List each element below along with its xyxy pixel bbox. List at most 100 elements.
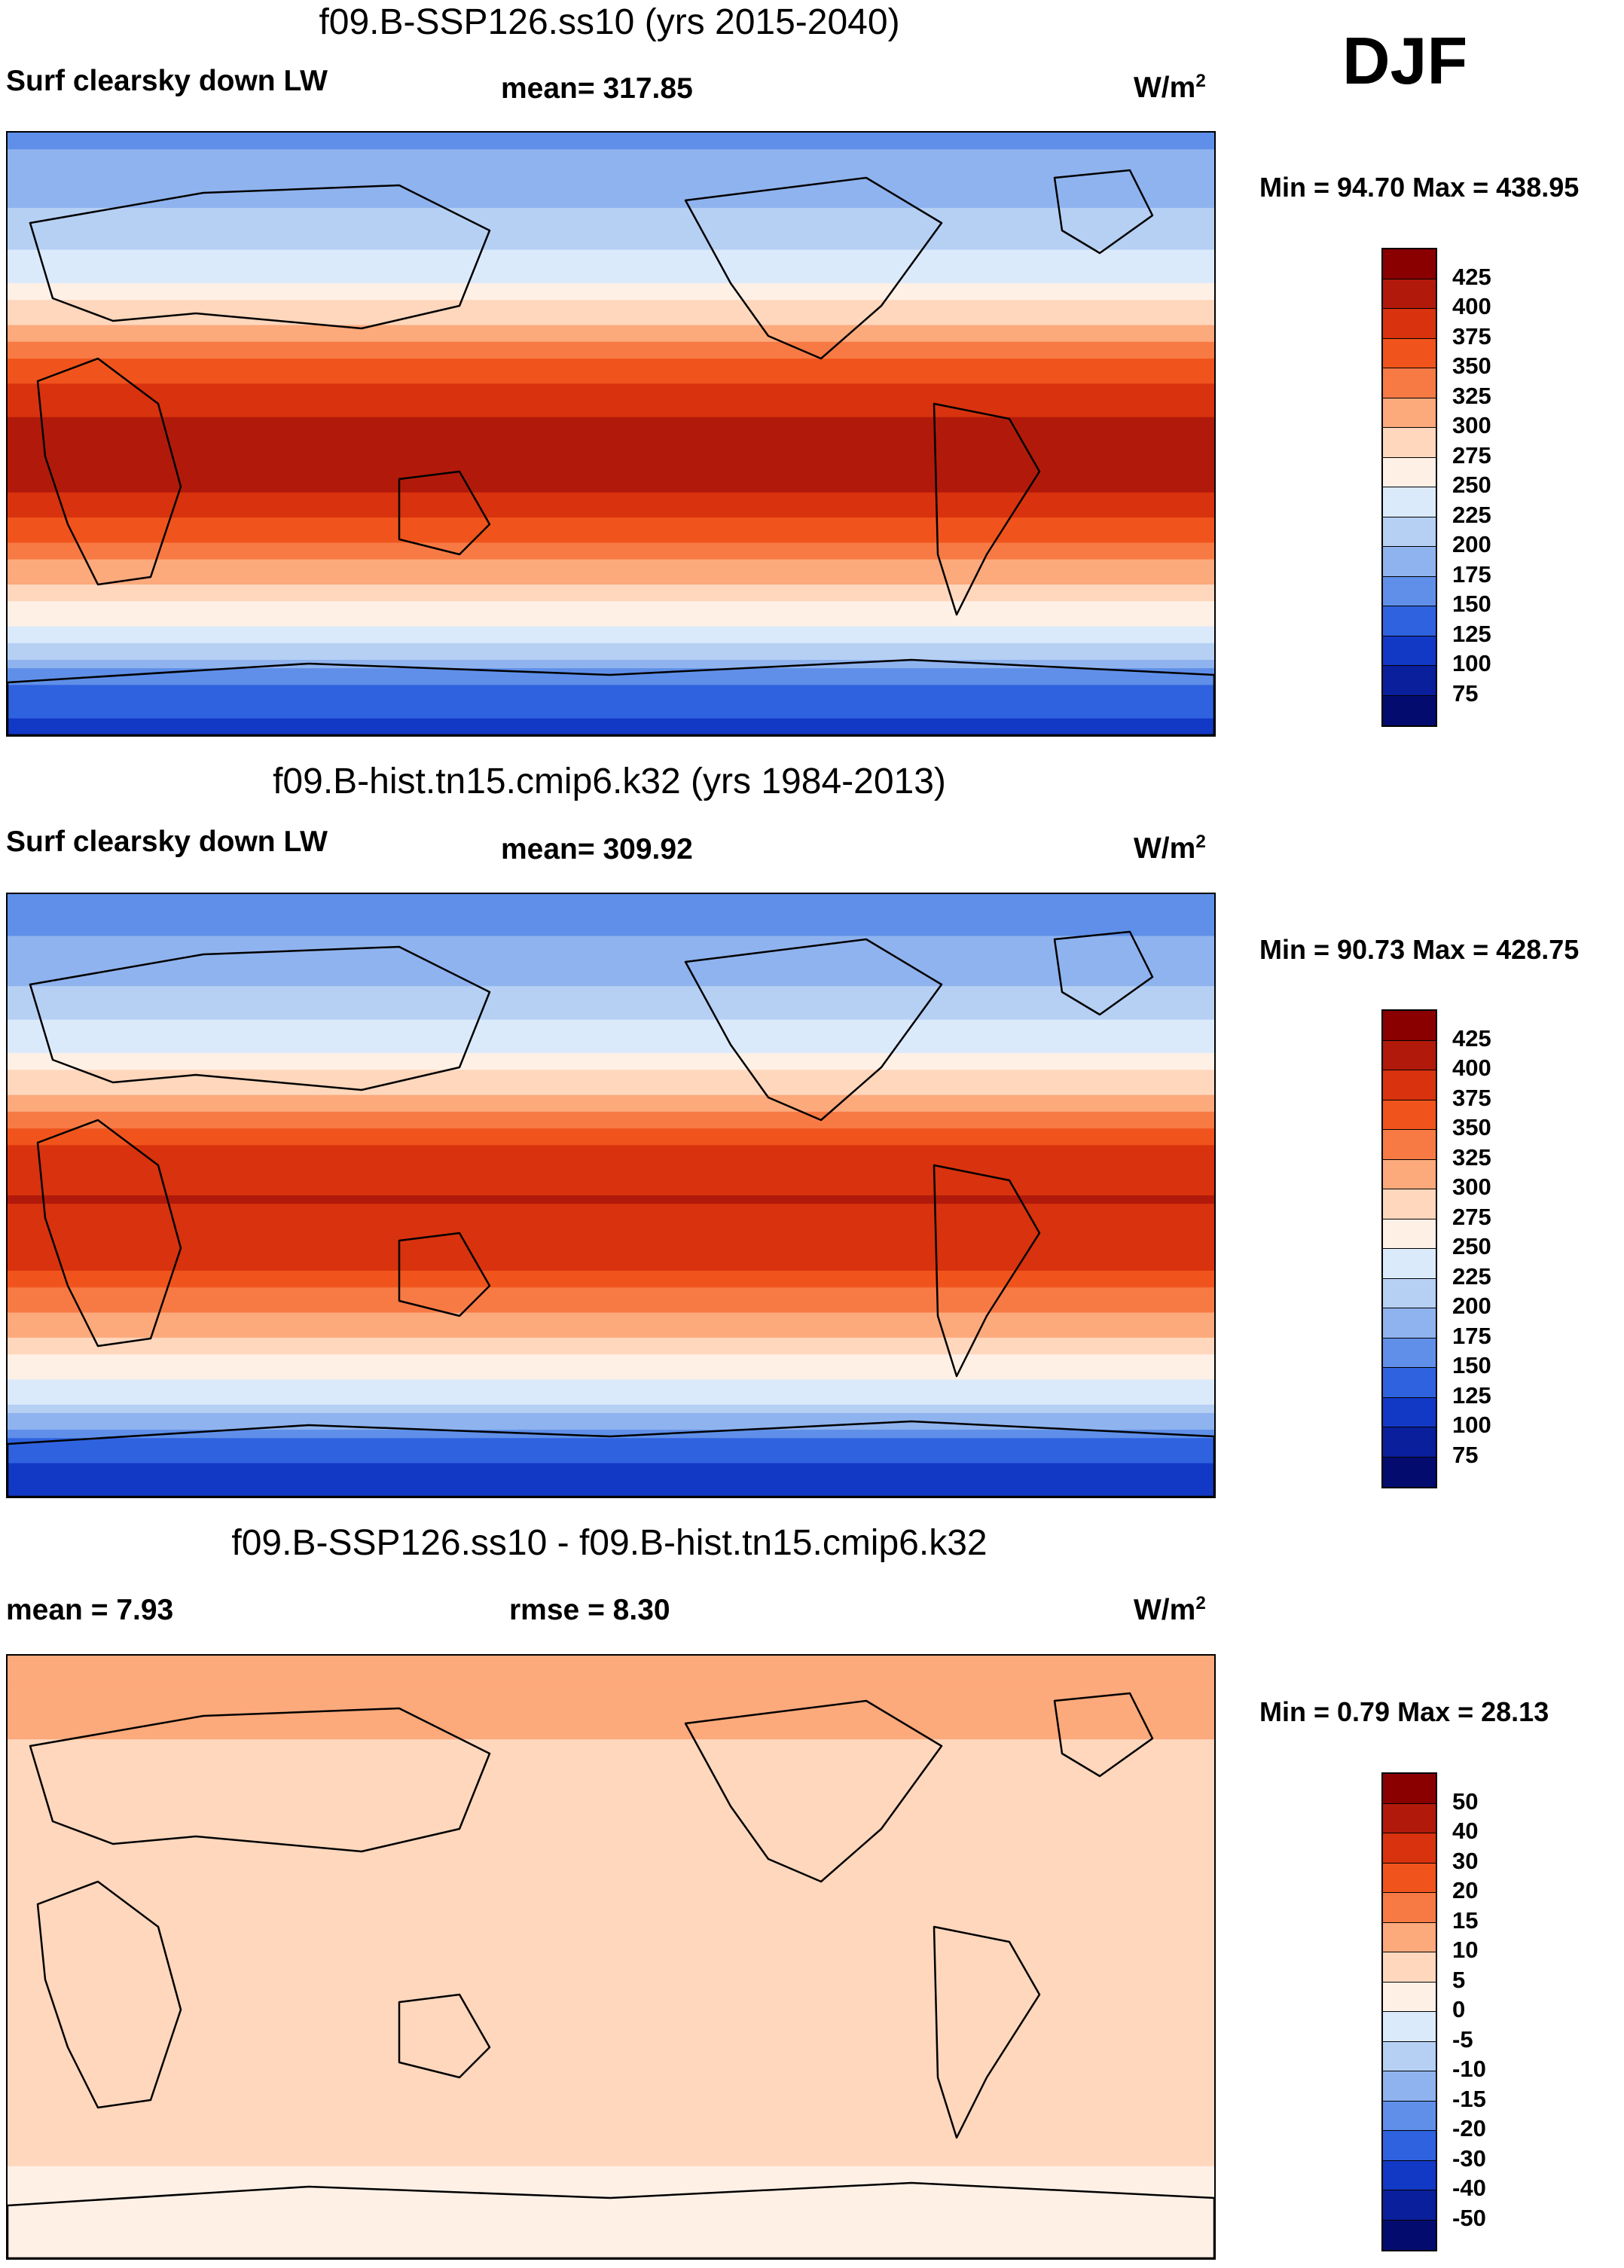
zonal-band (8, 475, 1214, 485)
colorbar-tick-label: 300 (1452, 412, 1491, 438)
zonal-band (8, 1856, 1214, 1866)
colorbar-ticks: 425 400 375 350 325 300 275 250 225 200 175 150 125 1… (1452, 248, 1543, 724)
zonal-band (8, 1204, 1214, 1213)
zonal-band (8, 1094, 1214, 1104)
zonal-band (8, 383, 1214, 393)
colorbar-tick-label: -20 (1452, 2115, 1486, 2141)
zonal-band (8, 325, 1214, 334)
zonal-band (8, 1731, 1214, 1740)
coastline (684, 1699, 943, 1883)
zonal-band (8, 718, 1214, 728)
zonal-band (8, 517, 1214, 527)
zonal-band (8, 157, 1214, 167)
coastline (36, 1880, 182, 2109)
zonal-band (8, 1296, 1214, 1305)
zonal-band (8, 216, 1214, 225)
zonal-band (8, 685, 1214, 694)
zonal-band (8, 936, 1214, 945)
coastline (36, 1119, 182, 1348)
colorbar-tick-label: 425 (1452, 1024, 1491, 1052)
zonal-band (8, 1430, 1214, 1439)
zonal-band (8, 1078, 1214, 1088)
min-max-label: Min = 94.70 Max = 438.95 (1259, 172, 1580, 203)
zonal-band (8, 1346, 1214, 1355)
zonal-band (8, 1806, 1214, 1815)
zonal-band (8, 1245, 1214, 1255)
zonal-band (8, 417, 1214, 426)
mean-label: mean= 309.92 (501, 833, 693, 865)
colorbar-swatch (1383, 576, 1436, 606)
units-label: W/m2 (1134, 832, 1206, 865)
zonal-band (8, 1229, 1214, 1238)
zonal-band (8, 585, 1214, 594)
colorbar-swatch (1383, 1100, 1436, 1130)
zonal-band (8, 660, 1214, 669)
zonal-band (8, 492, 1214, 502)
zonal-band (8, 241, 1214, 251)
zonal-band (8, 1379, 1214, 1389)
colorbar-swatch (1383, 1397, 1436, 1427)
colorbar-swatch (1383, 1249, 1436, 1279)
zonal-band (8, 1656, 1214, 1665)
zonal-band (8, 1906, 1214, 1916)
coastline (8, 2181, 1214, 2258)
colorbar (1381, 1009, 1437, 1488)
colorbar-swatch (1383, 1774, 1436, 1804)
zonal-band (8, 1488, 1214, 1497)
zonal-band (8, 133, 1214, 142)
zonal-band (8, 701, 1214, 711)
zonal-band (8, 2233, 1214, 2242)
colorbar-tick-label: 125 (1452, 620, 1491, 647)
zonal-band (8, 986, 1214, 995)
colorbar-swatch (1383, 428, 1436, 458)
colorbar-swatch (1383, 1130, 1436, 1160)
zonal-band (8, 1086, 1214, 1096)
zonal-band (8, 450, 1214, 459)
zonal-band (8, 1195, 1214, 1204)
colorbar-tick-label: 100 (1452, 1412, 1491, 1438)
zonal-band (8, 1923, 1214, 1933)
colorbar-tick-label: -40 (1452, 2175, 1486, 2201)
zonal-band (8, 2090, 1214, 2100)
zonal-band (8, 978, 1214, 987)
colorbar-tick-label: 225 (1452, 501, 1491, 528)
zonal-band (8, 952, 1214, 962)
colorbar-tick-label: 325 (1452, 382, 1491, 409)
zonal-band (8, 149, 1214, 158)
zonal-band (8, 2032, 1214, 2041)
season-label: DJF (1342, 23, 1468, 98)
colorbar-ticks: 50 40 30 20 15 10 5 0 -5 -10 -15 -20 -30 -40 -50 (1452, 1772, 1543, 2248)
zonal-band (8, 2023, 1214, 2033)
zonal-band (8, 1287, 1214, 1296)
colorbar-tick-label: 30 (1452, 1847, 1479, 1874)
zonal-band (8, 233, 1214, 243)
zonal-band (8, 1739, 1214, 1748)
zonal-band (8, 300, 1214, 309)
colorbar-swatch (1383, 1159, 1436, 1189)
zonal-band (8, 2216, 1214, 2226)
map-field (8, 1656, 1214, 2258)
map-panel (6, 131, 1216, 737)
zonal-band (8, 1036, 1214, 1045)
zonal-band (8, 2132, 1214, 2142)
colorbar-swatch (1383, 606, 1436, 636)
coastline (8, 658, 1214, 735)
colorbar-swatch (1383, 636, 1436, 666)
colorbar-tick-label: 250 (1452, 1233, 1491, 1259)
zonal-band (8, 1898, 1214, 1907)
zonal-band (8, 2065, 1214, 2075)
zonal-band (8, 1915, 1214, 1925)
zonal-band (8, 1722, 1214, 1732)
zonal-band (8, 1864, 1214, 1874)
colorbar-swatch (1383, 695, 1436, 725)
zonal-band (8, 1957, 1214, 1966)
zonal-band (8, 1412, 1214, 1422)
zonal-band (8, 2166, 1214, 2175)
coastline (29, 1707, 491, 1853)
colorbar-tick-label: 400 (1452, 1055, 1491, 1081)
zonal-band (8, 1714, 1214, 1723)
zonal-band (8, 1170, 1214, 1180)
zonal-band (8, 1271, 1214, 1280)
zonal-band (8, 2224, 1214, 2234)
colorbar-swatch (1383, 2101, 1436, 2131)
